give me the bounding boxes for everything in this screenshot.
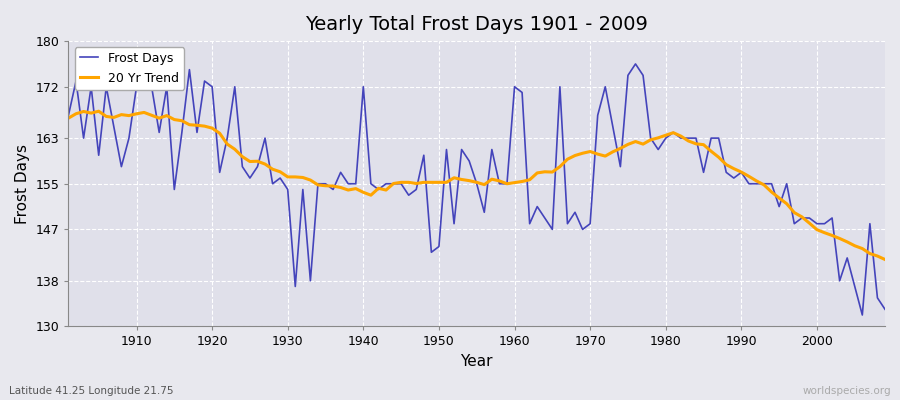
Frost Days [509,84,520,89]
Frost Days [63,113,74,118]
20 Yr Trend [879,257,890,262]
Text: Latitude 41.25 Longitude 21.75: Latitude 41.25 Longitude 21.75 [9,386,174,396]
20 Yr Trend [94,109,104,114]
Text: worldspecies.org: worldspecies.org [803,386,891,396]
Legend: Frost Days, 20 Yr Trend: Frost Days, 20 Yr Trend [75,47,184,90]
Frost Days [879,307,890,312]
20 Yr Trend [297,175,308,180]
20 Yr Trend [517,179,527,184]
Frost Days [290,284,301,289]
20 Yr Trend [131,111,142,116]
Frost Days [600,84,611,89]
Frost Days [123,136,134,140]
Y-axis label: Frost Days: Frost Days [15,144,30,224]
Title: Yearly Total Frost Days 1901 - 2009: Yearly Total Frost Days 1901 - 2009 [305,15,648,34]
20 Yr Trend [608,150,618,154]
Frost Days [335,170,346,175]
Frost Days [501,181,512,186]
Frost Days [630,62,641,66]
20 Yr Trend [509,180,520,185]
Frost Days [857,313,868,318]
20 Yr Trend [343,188,354,192]
20 Yr Trend [63,116,74,120]
Line: Frost Days: Frost Days [68,64,885,315]
X-axis label: Year: Year [461,354,493,369]
Line: 20 Yr Trend: 20 Yr Trend [68,111,885,260]
